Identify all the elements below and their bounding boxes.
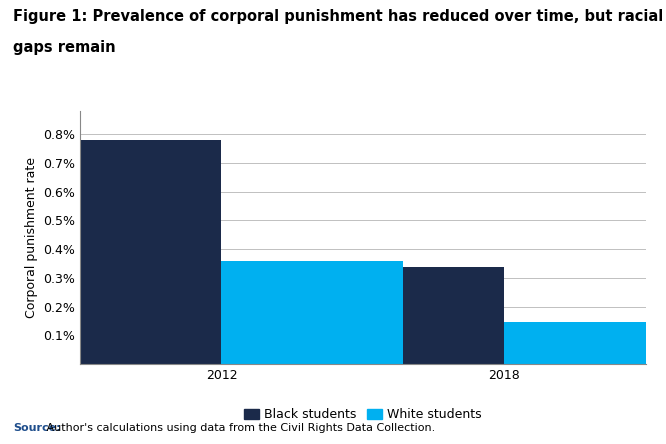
Bar [505,321,666,364]
Bar [222,261,403,364]
Y-axis label: Corporal punishment rate: Corporal punishment rate [25,157,37,318]
Text: Figure 1: Prevalence of corporal punishment has reduced over time, but racial: Figure 1: Prevalence of corporal punishm… [13,9,663,24]
Bar [40,140,221,364]
Legend: Black students, White students: Black students, White students [240,403,486,426]
Text: Source:: Source: [13,423,61,433]
Bar [323,267,505,364]
Text: gaps remain: gaps remain [13,40,116,55]
Text: Author's calculations using data from the Civil Rights Data Collection.: Author's calculations using data from th… [43,423,436,433]
